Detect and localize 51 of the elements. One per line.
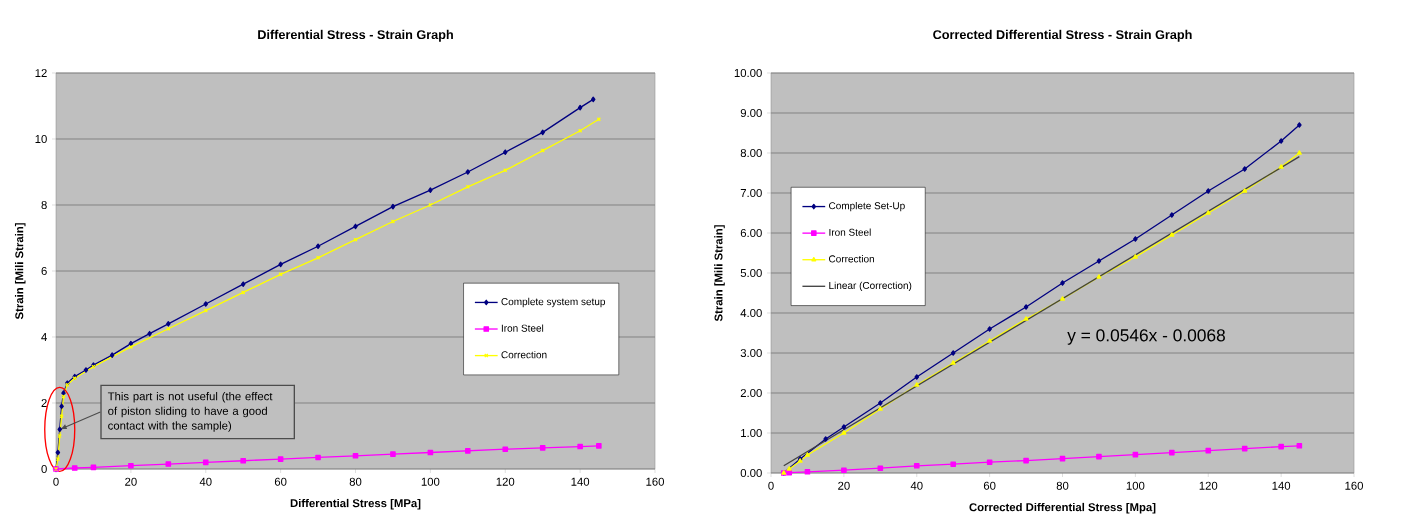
legend-label: Complete system setup	[501, 297, 606, 308]
y-tick-label: 4	[41, 333, 47, 341]
x-tick-label: 0	[768, 481, 774, 490]
x-tick-label: 140	[571, 477, 590, 486]
y-tick-label: 10.00	[734, 68, 762, 77]
y-axis-title: Strain [Mili Strain]	[14, 223, 26, 320]
x-tick-label: 160	[646, 477, 665, 486]
y-tick-label: 8	[41, 201, 47, 209]
legend-label: Iron Steel	[501, 324, 544, 332]
x-tick-label: 60	[983, 481, 996, 490]
y-tick-label: 0.00	[740, 469, 762, 478]
legend-label: Correction	[501, 350, 547, 359]
x-axis-title: Differential Stress [MPa]	[290, 498, 421, 510]
x-tick-label: 80	[1056, 481, 1069, 490]
y-tick-label: 0	[41, 465, 47, 474]
y-tick-label: 2.00	[740, 389, 762, 398]
y-tick-label: 10	[35, 135, 47, 143]
y-tick-label: 9.00	[740, 108, 762, 117]
x-tick-label: 100	[421, 477, 440, 486]
chart-title: Corrected Differential Stress - Strain Graph	[933, 29, 1192, 42]
y-tick-label: 1.00	[741, 429, 762, 438]
x-axis-title: Corrected Differential Stress [Mpa]	[969, 502, 1156, 514]
legend-label: Complete Set-Up	[829, 201, 905, 212]
x-tick-label: 160	[1345, 481, 1364, 490]
y-axis-title: Strain [Mili Strain]	[714, 225, 725, 322]
x-tick-label: 40	[199, 477, 212, 486]
x-tick-label: 120	[1199, 481, 1218, 490]
y-tick-label: 5.00	[740, 269, 762, 277]
chart-title: Differential Stress - Strain Graph	[258, 29, 453, 42]
annotation: This part is not useful (the effect of piston sliding to have a good contact with the sample)	[107, 391, 273, 432]
x-tick-label: 140	[1272, 481, 1291, 490]
x-tick-label: 80	[349, 477, 362, 486]
y-tick-label: 8.00	[740, 148, 762, 157]
x-tick-label: 60	[274, 477, 287, 486]
x-tick-label: 120	[496, 477, 515, 486]
legend-label: Correction	[829, 255, 874, 263]
x-tick-label: 0	[53, 477, 59, 486]
x-tick-label: 100	[1126, 481, 1145, 490]
y-tick-label: 2	[41, 399, 47, 407]
y-tick-label: 4.00	[740, 309, 762, 317]
annotation: y = 0.0546x - 0.0068	[1067, 329, 1225, 345]
y-tick-label: 12	[35, 69, 47, 77]
y-tick-label: 3.00	[740, 349, 762, 357]
y-tick-label: 6.00	[740, 228, 762, 237]
y-tick-label: 7.00	[740, 188, 762, 197]
x-tick-label: 20	[125, 477, 137, 486]
legend-label: Iron Steel	[829, 228, 871, 236]
x-tick-label: 40	[910, 481, 923, 490]
y-tick-label: 6	[41, 267, 47, 276]
legend-label: Linear (Correction)	[829, 281, 912, 291]
x-tick-label: 20	[838, 481, 850, 490]
